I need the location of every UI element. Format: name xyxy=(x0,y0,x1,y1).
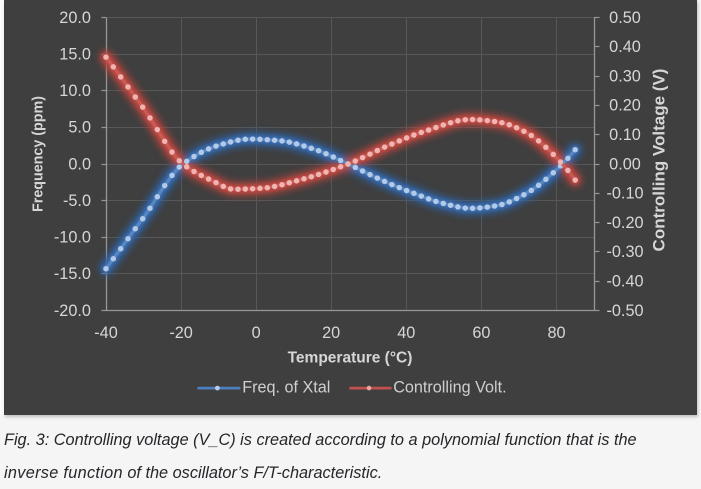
svg-text:0: 0 xyxy=(252,324,261,342)
svg-text:-10.0: -10.0 xyxy=(54,229,91,247)
svg-text:0.00: 0.00 xyxy=(609,155,641,173)
svg-text:-20.0: -20.0 xyxy=(54,302,91,320)
svg-text:80: 80 xyxy=(547,324,565,342)
svg-text:Freq. of Xtal: Freq. of Xtal xyxy=(242,379,330,397)
svg-text:0.50: 0.50 xyxy=(609,9,641,27)
svg-text:40: 40 xyxy=(397,324,415,342)
svg-text:0.30: 0.30 xyxy=(609,67,641,85)
svg-text:0.20: 0.20 xyxy=(609,97,641,115)
svg-text:-15.0: -15.0 xyxy=(54,265,91,283)
svg-text:Controlling Volt.: Controlling Volt. xyxy=(393,379,506,397)
svg-text:20.0: 20.0 xyxy=(59,9,91,27)
svg-text:Controlling Voltage (V): Controlling Voltage (V) xyxy=(650,69,669,252)
svg-text:-40: -40 xyxy=(94,324,118,342)
svg-text:-0.20: -0.20 xyxy=(606,214,643,232)
svg-text:-0.50: -0.50 xyxy=(606,302,643,320)
svg-text:0.0: 0.0 xyxy=(68,155,91,173)
svg-text:0.40: 0.40 xyxy=(609,38,641,56)
svg-text:-20: -20 xyxy=(169,324,193,342)
svg-text:0.10: 0.10 xyxy=(609,126,641,144)
svg-text:60: 60 xyxy=(472,324,490,342)
svg-text:20: 20 xyxy=(322,324,340,342)
svg-text:5.0: 5.0 xyxy=(68,119,91,137)
svg-text:-0.10: -0.10 xyxy=(606,185,643,203)
svg-text:Frequency (ppm): Frequency (ppm) xyxy=(31,96,47,212)
svg-text:15.0: 15.0 xyxy=(59,45,91,63)
svg-text:10.0: 10.0 xyxy=(59,82,91,100)
svg-text:-0.40: -0.40 xyxy=(606,273,643,291)
svg-text:-0.30: -0.30 xyxy=(606,243,643,261)
svg-text:-5.0: -5.0 xyxy=(63,192,91,210)
svg-text:Temperature (°C): Temperature (°C) xyxy=(288,350,413,367)
